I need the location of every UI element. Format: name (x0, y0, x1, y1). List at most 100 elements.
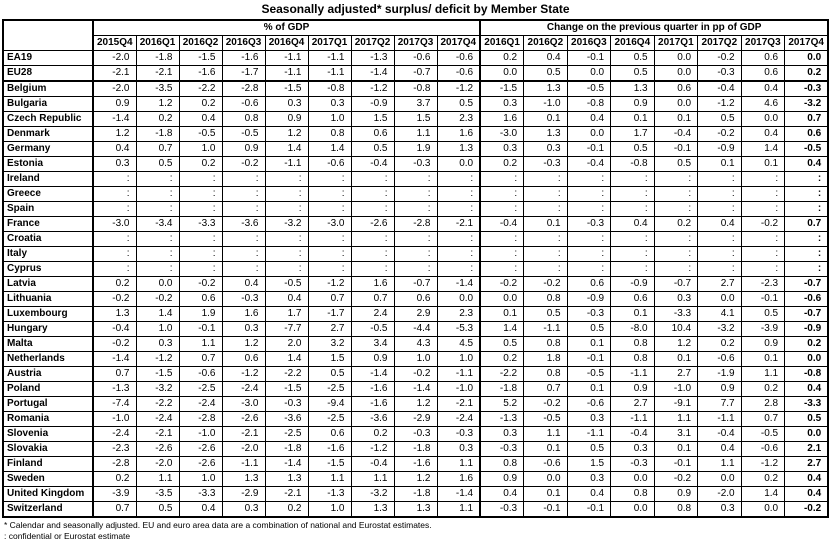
gdp-cell: 1.3 (393, 501, 438, 518)
gdp-cell: 1.0 (135, 321, 180, 337)
gdp-cell: : (264, 201, 309, 217)
gdp-cell: : (350, 186, 395, 202)
gdp-cell: -1.7 (221, 65, 266, 82)
change-cell: 0.5 (610, 141, 655, 157)
table-row: Croatia::::::::::::::::: (2, 231, 829, 247)
change-cell: 0.0 (697, 471, 742, 487)
change-cell: -3.9 (740, 321, 786, 337)
gdp-cell: -0.8 (307, 80, 352, 97)
gdp-cell: -3.6 (350, 411, 395, 427)
change-cell: 0.5 (610, 65, 655, 82)
gdp-cell: : (178, 231, 223, 247)
gdp-cell: -2.6 (221, 411, 266, 427)
gdp-cell: -2.2 (264, 366, 309, 382)
gdp-cell: -1.4 (350, 65, 395, 82)
row-label: Ireland (2, 171, 94, 187)
change-cell: 0.3 (610, 441, 655, 457)
change-cell: 0.3 (479, 141, 525, 157)
change-cell: -3.2 (697, 321, 742, 337)
change-cell: 1.3 (523, 80, 568, 97)
change-cell: 0.0 (697, 291, 742, 307)
column-header: 2017Q2 (350, 35, 395, 51)
change-cell: 0.9 (697, 381, 742, 397)
gdp-cell: -1.5 (264, 80, 309, 97)
change-cell: 0.8 (653, 501, 699, 518)
change-cell: -1.0 (523, 96, 568, 112)
gdp-cell: -1.0 (178, 426, 223, 442)
gdp-cell: 1.7 (264, 306, 309, 322)
gdp-cell: 1.4 (264, 351, 309, 367)
change-cell: 0.1 (653, 351, 699, 367)
gdp-cell: -1.4 (92, 351, 137, 367)
gdp-cell: -1.2 (350, 80, 395, 97)
change-cell: -0.2 (653, 471, 699, 487)
change-cell: : (566, 186, 612, 202)
gdp-cell: -2.2 (135, 396, 180, 412)
gdp-cell: -1.4 (350, 366, 395, 382)
change-cell: 0.1 (479, 306, 525, 322)
gdp-cell: : (221, 246, 266, 262)
gdp-cell: -0.2 (221, 156, 266, 172)
change-cell: 2.1 (784, 441, 829, 457)
change-cell: 0.0 (740, 111, 786, 127)
gdp-cell: -3.3 (178, 216, 223, 232)
change-cell: : (523, 261, 568, 277)
change-cell: -0.8 (566, 96, 612, 112)
gdp-cell: 1.6 (221, 306, 266, 322)
change-cell: -0.1 (566, 141, 612, 157)
change-cell: -0.9 (610, 276, 655, 292)
gdp-cell: 1.0 (307, 501, 352, 518)
change-cell: 0.4 (697, 216, 742, 232)
gdp-cell: -0.6 (393, 50, 438, 66)
change-cell: 0.2 (740, 381, 786, 397)
column-header: 2017Q3 (393, 35, 438, 51)
table-row: Bulgaria 0.9 1.2 0.2 -0.6 0.3 0.3 -0.9 3.7 0.5 0.3… (2, 96, 829, 112)
gdp-cell: : (264, 246, 309, 262)
gdp-cell: -0.2 (178, 276, 223, 292)
gdp-cell: : (307, 246, 352, 262)
change-cell: 0.3 (697, 501, 742, 518)
gdp-cell: 0.3 (221, 321, 266, 337)
table-row: Germany 0.4 0.7 1.0 0.9 1.4 1.4 0.5 1.9 1.3 0.3 0.3… (2, 141, 829, 157)
column-header: 2016Q1 (479, 35, 525, 51)
change-cell: 1.6 (479, 111, 525, 127)
gdp-cell: 1.4 (307, 141, 352, 157)
change-cell: : (784, 246, 829, 262)
gdp-cell: -1.8 (393, 486, 438, 502)
gdp-cell: -1.5 (264, 381, 309, 397)
gdp-cell: -2.1 (92, 65, 137, 82)
gdp-cell: 0.0 (135, 276, 180, 292)
change-cell: -1.1 (697, 411, 742, 427)
gdp-cell: -1.3 (307, 486, 352, 502)
gdp-cell: -3.3 (178, 486, 223, 502)
change-cell: 1.8 (523, 351, 568, 367)
gdp-cell: 4.3 (393, 336, 438, 352)
gdp-cell: 1.1 (178, 336, 223, 352)
gdp-cell: -0.5 (264, 276, 309, 292)
gdp-cell: -3.5 (135, 486, 180, 502)
change-cell: -0.3 (479, 501, 525, 518)
gdp-cell: 0.7 (350, 291, 395, 307)
gdp-cell: : (135, 171, 180, 187)
change-cell: : (610, 171, 655, 187)
row-label: Lithuania (2, 291, 94, 307)
gdp-cell: 0.4 (178, 501, 223, 518)
change-cell: 5.2 (479, 396, 525, 412)
column-header: 2016Q2 (178, 35, 223, 51)
gdp-cell: 0.7 (92, 366, 137, 382)
gdp-cell: -2.1 (135, 426, 180, 442)
change-cell: -0.8 (610, 156, 655, 172)
change-cell: 1.1 (697, 456, 742, 472)
gdp-cell: 1.5 (307, 351, 352, 367)
change-cell: 0.5 (479, 336, 525, 352)
gdp-cell: 0.9 (264, 111, 309, 127)
change-cell: : (697, 261, 742, 277)
gdp-cell: -0.1 (178, 321, 223, 337)
gdp-cell: : (307, 231, 352, 247)
change-cell: 0.5 (653, 156, 699, 172)
gdp-cell: : (92, 171, 137, 187)
row-label: Cyprus (2, 261, 94, 277)
gdp-cell: : (264, 261, 309, 277)
change-cell: 0.0 (610, 471, 655, 487)
gdp-cell: -0.7 (393, 65, 438, 82)
